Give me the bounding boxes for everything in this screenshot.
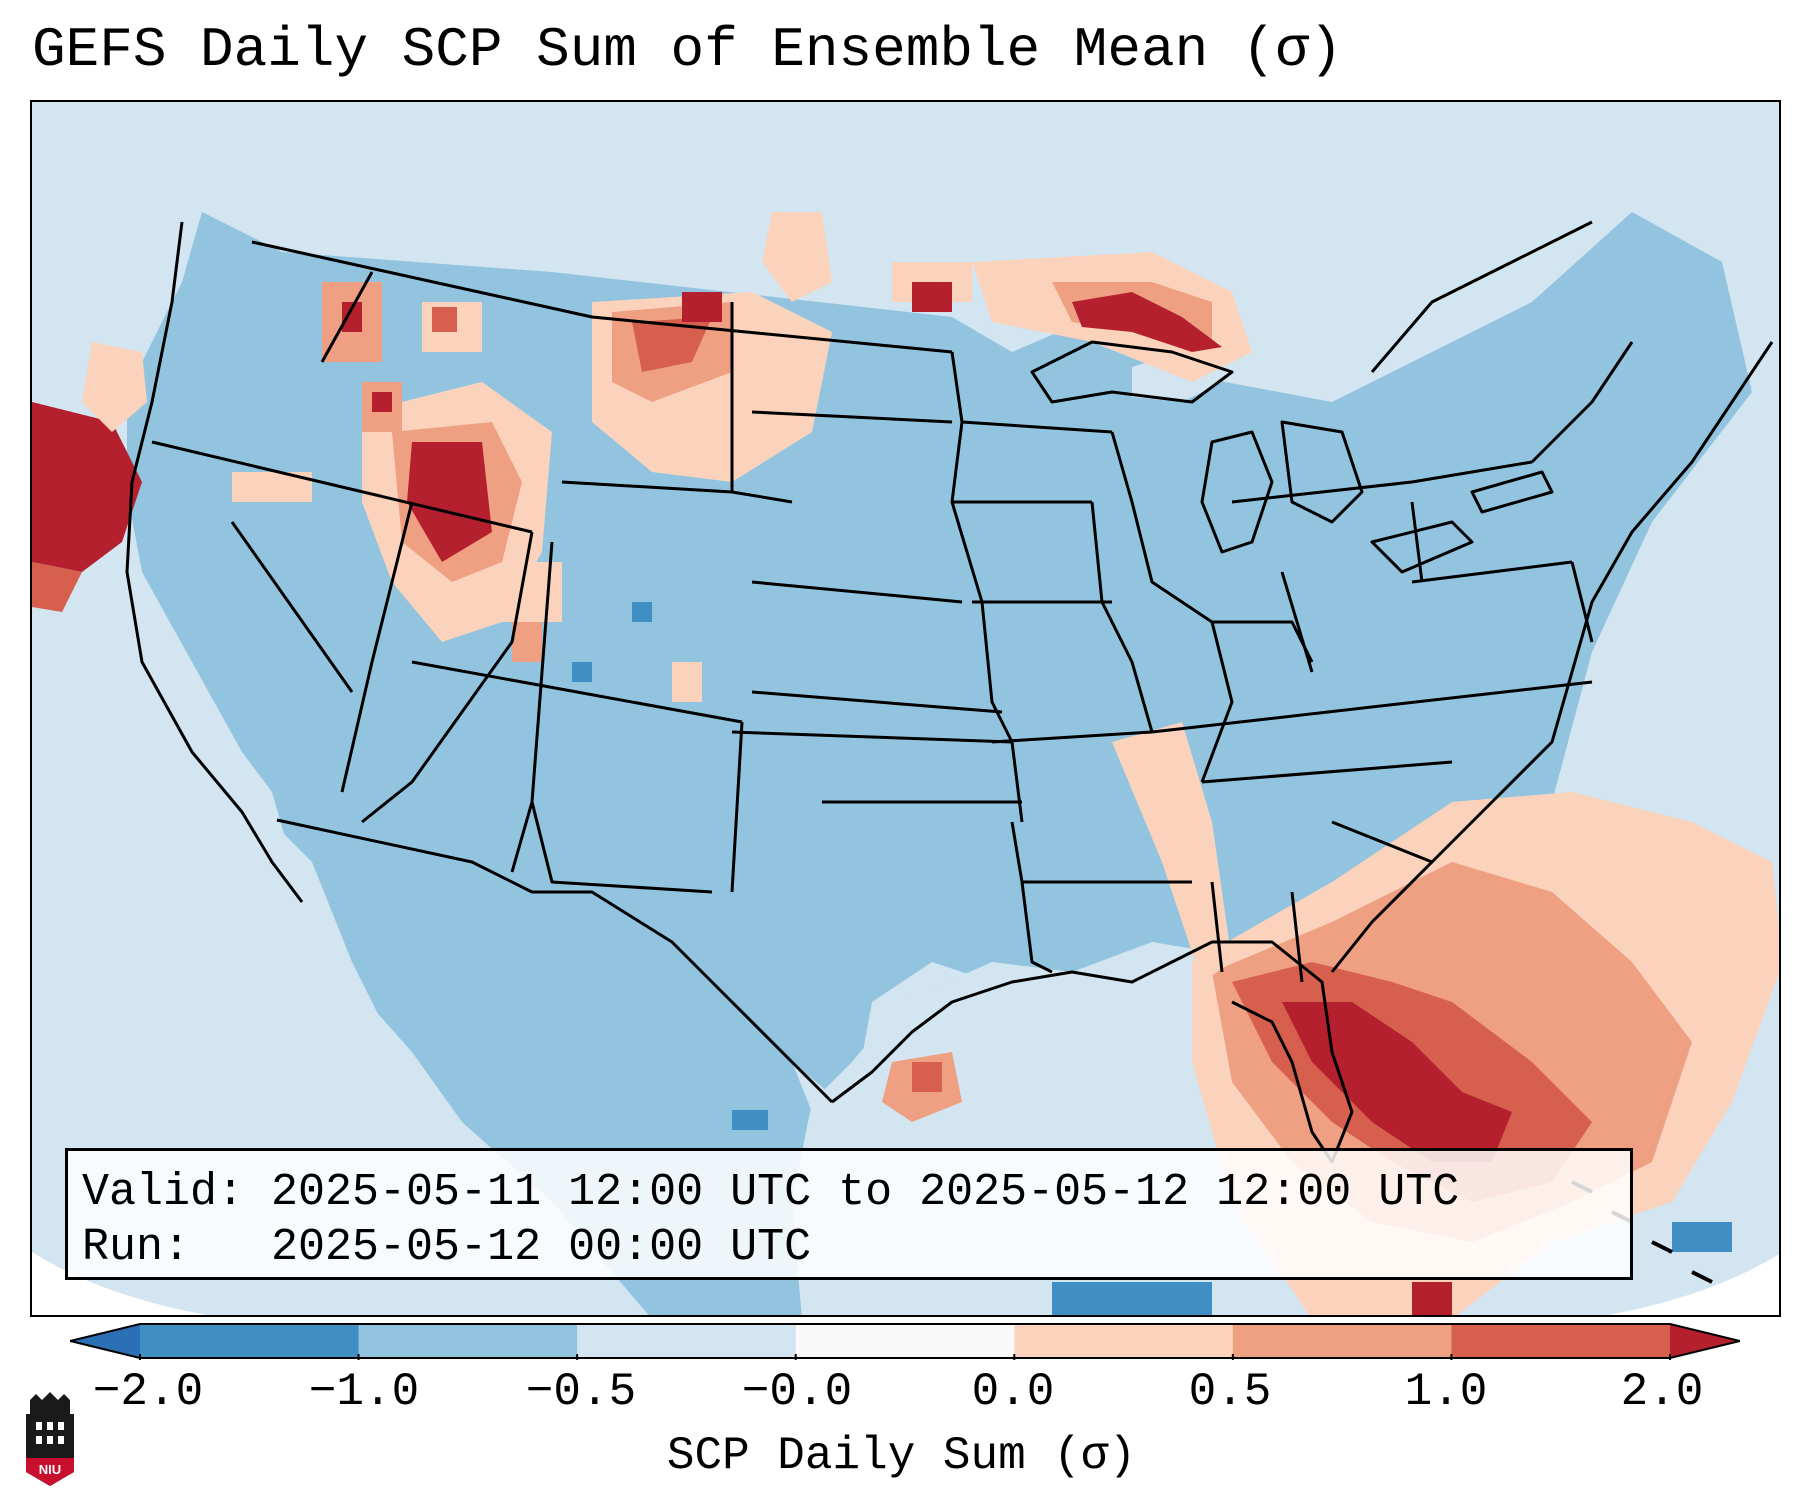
- map-panel: [30, 100, 1781, 1317]
- tick-label: −0.5: [525, 1366, 637, 1418]
- high-anomaly-california-coast: [32, 402, 142, 572]
- tick-label: 1.0: [1404, 1366, 1488, 1418]
- tick-label: 0.0: [971, 1366, 1055, 1418]
- colorbar-segment: [795, 1324, 1015, 1358]
- valid-time-text: Valid: 2025-05-11 12:00 UTC to 2025-05-1…: [82, 1167, 1460, 1218]
- colorbar-segment: [358, 1324, 578, 1358]
- logo-text: NIU: [39, 1462, 61, 1477]
- map-title: GEFS Daily SCP Sum of Ensemble Mean (σ): [32, 18, 1343, 82]
- scp-map: [32, 102, 1779, 1315]
- colorbar-segment: [1232, 1324, 1452, 1358]
- colorbar-label: SCP Daily Sum (σ): [666, 1430, 1137, 1482]
- colorbar: [70, 1323, 1740, 1360]
- tick-label: −1.0: [308, 1366, 420, 1418]
- tick-label: 2.0: [1620, 1366, 1704, 1418]
- colorbar-extend-high: [1670, 1324, 1740, 1358]
- high-anomaly-florida-core: [1282, 1002, 1512, 1162]
- valid-run-info-box: Valid: 2025-05-11 12:00 UTC to 2025-05-1…: [65, 1148, 1633, 1280]
- colorbar-segment: [577, 1324, 797, 1358]
- political-borders: [125, 220, 1774, 1164]
- colorbar-segment: [1451, 1324, 1671, 1358]
- colorbar-segment: [140, 1324, 360, 1358]
- tick-label: 0.5: [1188, 1366, 1272, 1418]
- colorbar-segment: [1014, 1324, 1234, 1358]
- low-anomaly-gulf: [1052, 1282, 1212, 1315]
- niu-logo: NIU: [26, 1392, 74, 1486]
- run-time-text: Run: 2025-05-12 00:00 UTC: [82, 1222, 812, 1273]
- tick-label: −2.0: [92, 1366, 204, 1418]
- tick-label: −0.0: [741, 1366, 853, 1418]
- colorbar-extend-low: [70, 1324, 140, 1358]
